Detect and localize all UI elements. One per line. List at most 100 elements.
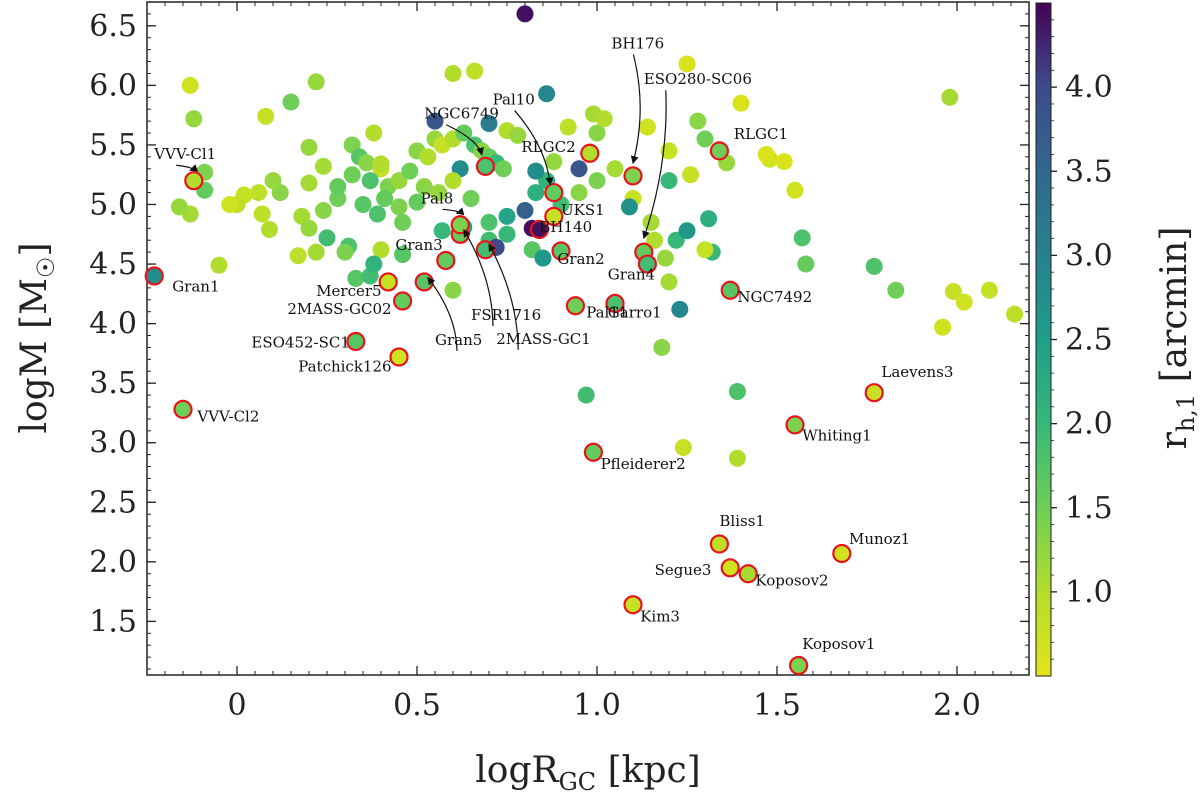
x-tick-label: 0: [227, 688, 246, 723]
x-tick-label: 0.5: [393, 688, 441, 723]
data-point: [289, 247, 307, 265]
y-tick-label: 3.0: [89, 426, 137, 461]
colorbar-tick-label: 1.5: [1065, 491, 1113, 526]
data-point: [941, 88, 959, 106]
y-tick-label: 4.0: [89, 307, 137, 342]
highlighted-point: [623, 166, 643, 186]
point-annotation: VVV-Cl1: [153, 145, 216, 163]
highlighted-point: [173, 399, 193, 419]
data-point: [394, 213, 412, 231]
x-tick-label: 1.5: [753, 688, 801, 723]
data-point: [480, 213, 498, 231]
point-annotation: Pal8: [421, 189, 454, 207]
annotation-arrow: [427, 276, 458, 352]
highlighted-point: [720, 280, 740, 300]
y-tick-labels: 1.5 2.0 2.5 3.0 3.5 4.0 4.5 5.0 5.5 6.0 6.5: [89, 9, 137, 640]
data-point: [390, 198, 408, 216]
x-tick-label: 1.0: [573, 688, 621, 723]
data-point: [365, 124, 383, 142]
data-point: [170, 198, 188, 216]
point-annotation: Kim3: [640, 607, 680, 625]
data-point: [318, 229, 336, 247]
data-point: [250, 184, 268, 202]
point-annotation: RLGC2: [521, 138, 575, 156]
data-point: [538, 85, 556, 103]
annotation-arrow: [488, 243, 519, 350]
data-point: [408, 193, 426, 211]
point-annotation: NGC7492: [737, 288, 812, 306]
y-tick-label: 4.5: [89, 247, 137, 282]
data-point: [559, 118, 577, 136]
highlighted-point: [346, 331, 366, 352]
highlighted-point: [738, 564, 758, 584]
point-annotation: Mercer5: [316, 282, 381, 300]
highlighted-point: [378, 272, 398, 292]
point-annotation: BH176: [611, 34, 664, 52]
data-point: [696, 241, 714, 259]
highlighted-point: [580, 143, 600, 163]
highlighted-point: [605, 293, 625, 313]
data-point: [527, 162, 545, 180]
data-point: [210, 256, 228, 274]
highlighted-point: [544, 182, 564, 203]
data-point: [509, 126, 527, 144]
data-point: [300, 174, 318, 192]
data-points: [144, 5, 1024, 676]
data-point: [656, 249, 674, 267]
data-point: [944, 282, 962, 300]
highlighted-point: [436, 250, 456, 271]
point-annotation: Gran4: [608, 266, 655, 284]
data-point: [660, 273, 678, 291]
point-annotation: Pal11: [586, 304, 628, 322]
highlighted-point: [788, 655, 809, 676]
colorbar-label: rh,1 [arcmin]: [1154, 227, 1200, 450]
point-annotation: Munoz1: [849, 530, 910, 548]
data-point: [253, 205, 271, 223]
highlighted-point: [551, 241, 571, 261]
data-point: [343, 166, 361, 184]
annotation-arrows: [176, 54, 667, 352]
point-annotation: Koposov1: [802, 635, 875, 653]
y-tick-label: 2.0: [89, 545, 137, 580]
highlighted-point: [475, 156, 495, 176]
data-point: [674, 438, 692, 456]
data-point: [757, 145, 775, 163]
data-point: [545, 153, 563, 171]
data-point: [620, 198, 638, 216]
data-point: [934, 318, 952, 336]
highlighted-point: [720, 558, 740, 578]
point-annotation: ESO452-SC1: [251, 333, 350, 351]
point-annotation: Pal10: [493, 90, 535, 108]
point-annotation: RLGC1: [734, 125, 788, 143]
point-annotation: ESO280-SC06: [644, 70, 752, 88]
data-point: [372, 155, 390, 173]
data-point: [329, 178, 347, 196]
point-annotation: Laevens3: [881, 363, 953, 381]
data-point: [426, 112, 444, 130]
data-point: [700, 210, 718, 228]
data-point: [775, 153, 793, 171]
data-point: [444, 281, 462, 299]
colorbar-tick-label: 1.0: [1065, 575, 1113, 610]
data-point: [260, 221, 278, 239]
data-point: [444, 64, 462, 82]
highlighted-point: [623, 595, 643, 615]
data-point: [638, 118, 656, 136]
data-point: [606, 160, 624, 178]
data-point: [358, 154, 376, 172]
y-tick-label: 6.5: [89, 9, 137, 44]
data-point: [516, 5, 534, 23]
data-point: [494, 160, 512, 178]
highlighted-point: [414, 272, 434, 292]
highlighted-point: [184, 171, 204, 191]
point-annotation: Gran2: [557, 250, 604, 268]
data-point: [678, 222, 696, 240]
data-point: [433, 222, 451, 240]
data-point: [185, 110, 203, 128]
data-point: [660, 172, 678, 190]
highlighted-point: [709, 141, 730, 161]
y-tick-label: 3.5: [89, 366, 137, 401]
highlighted-point: [450, 215, 470, 235]
data-point: [570, 160, 588, 178]
annotation-arrow: [176, 164, 199, 172]
